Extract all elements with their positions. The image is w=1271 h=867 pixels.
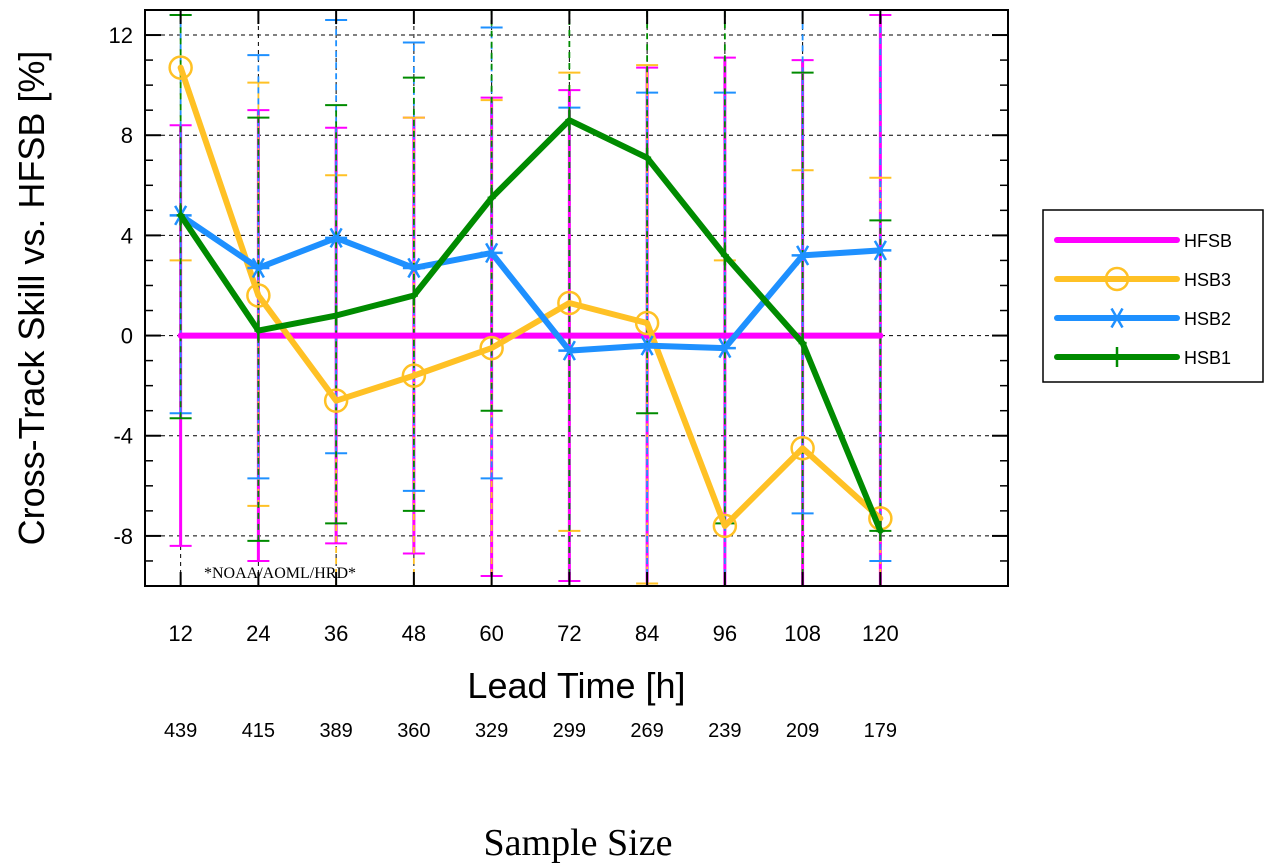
x-tick-label: 48 — [402, 621, 426, 646]
legend-marker-hsb2 — [1106, 307, 1128, 329]
data-point-hsb3 — [634, 310, 660, 336]
sample-size-value: 389 — [319, 720, 352, 742]
asterisk-stroke — [251, 257, 265, 279]
sample-size-value: 209 — [786, 720, 819, 742]
sample-size-value: 179 — [864, 720, 897, 742]
data-point-hsb1 — [798, 333, 807, 354]
series-lines — [168, 55, 893, 541]
data-point-hsb2 — [325, 227, 348, 249]
data-point-hsb3 — [168, 55, 193, 80]
data-point-hsb3 — [401, 363, 427, 388]
x-tick-label: 120 — [862, 621, 899, 646]
x-tick-label: 60 — [479, 621, 503, 646]
asterisk-stroke — [1110, 307, 1124, 329]
x-tick-label: 108 — [784, 621, 821, 646]
data-point-hsb2 — [869, 240, 892, 261]
asterisk-stroke — [329, 227, 343, 249]
legend-label-hsb3: HSB3 — [1184, 270, 1231, 290]
grid — [145, 10, 1008, 586]
legend-marker-hsb1 — [1113, 347, 1121, 367]
data-point-hsb2 — [713, 337, 736, 359]
sample-size-value: 269 — [630, 720, 663, 742]
data-point-hsb3 — [479, 335, 504, 361]
y-tick-label: 12 — [109, 23, 133, 48]
legend-label-hfsb: HFSB — [1184, 231, 1232, 251]
legend-label-hsb2: HSB2 — [1184, 309, 1231, 329]
legend: HFSB HSB3 HSB2 HSB1 — [1042, 209, 1264, 383]
asterisk-stroke — [562, 340, 576, 361]
asterisk-stroke — [718, 337, 732, 359]
data-point-hsb1 — [565, 110, 574, 131]
y-tick-label: -8 — [113, 524, 133, 549]
plot-frame — [144, 9, 1009, 587]
data-point-hsb2 — [402, 257, 425, 279]
y-tick-label: -4 — [113, 424, 133, 449]
sample-size-value: 415 — [242, 720, 275, 742]
sample-size-value: 299 — [553, 720, 586, 742]
series-line-hsb1 — [177, 117, 884, 534]
axis-ticks — [145, 9, 1008, 587]
data-point-hsb1 — [409, 285, 418, 306]
data-point-hsb1 — [332, 305, 341, 326]
asterisk-stroke — [640, 335, 654, 356]
asterisk-stroke — [873, 240, 887, 261]
x-tick-label: 24 — [246, 621, 270, 646]
x-tick-label: 84 — [635, 621, 659, 646]
credit-annotation: *NOAA/AOML/HRD* — [204, 565, 356, 582]
data-point-hsb2 — [791, 245, 814, 266]
data-point-hsb3 — [557, 290, 582, 316]
x-axis-label: Lead Time [h] — [467, 665, 685, 706]
y-tick-label: 8 — [121, 123, 133, 148]
legend-marker-hsb3 — [1104, 266, 1130, 292]
series-line-hsb3 — [177, 64, 884, 529]
y-axis-label: Cross-Track Skill vs. HFSB [%] — [11, 51, 52, 546]
legend-label-hsb1: HSB1 — [1184, 348, 1231, 368]
sample-size-title: Sample Size — [484, 822, 673, 864]
y-tick-label: 0 — [121, 324, 133, 349]
data-point-hsb1 — [720, 245, 729, 266]
x-tick-label: 36 — [324, 621, 348, 646]
data-point-hsb1 — [487, 187, 496, 208]
data-point-hsb2 — [480, 242, 503, 264]
data-point-hsb2 — [636, 335, 659, 356]
x-tick-label: 96 — [713, 621, 737, 646]
data-point-hsb3 — [246, 283, 271, 308]
data-point-hsb1 — [176, 205, 185, 226]
data-point-hsb3 — [323, 388, 349, 413]
sample-size-value: 239 — [708, 720, 741, 742]
data-point-hsb3 — [790, 436, 815, 461]
x-tick-label: 12 — [168, 621, 192, 646]
sample-size-row: 439 415 389 360 329 299 269 239 209 179 — [164, 720, 897, 742]
data-point-hsb1 — [254, 320, 263, 341]
asterisk-stroke — [407, 257, 421, 279]
sample-size-value: 360 — [397, 720, 430, 742]
sample-size-value: 439 — [164, 720, 197, 742]
data-point-hsb2 — [558, 340, 581, 361]
data-point-hsb1 — [643, 147, 652, 168]
x-tick-label: 72 — [557, 621, 581, 646]
sample-size-value: 329 — [475, 720, 508, 742]
asterisk-stroke — [796, 245, 810, 266]
y-tick-label: 4 — [121, 223, 133, 248]
data-point-hsb2 — [247, 257, 270, 279]
asterisk-stroke — [485, 242, 499, 264]
data-point-hsb3 — [712, 513, 738, 539]
data-point-hsb1 — [876, 520, 885, 541]
